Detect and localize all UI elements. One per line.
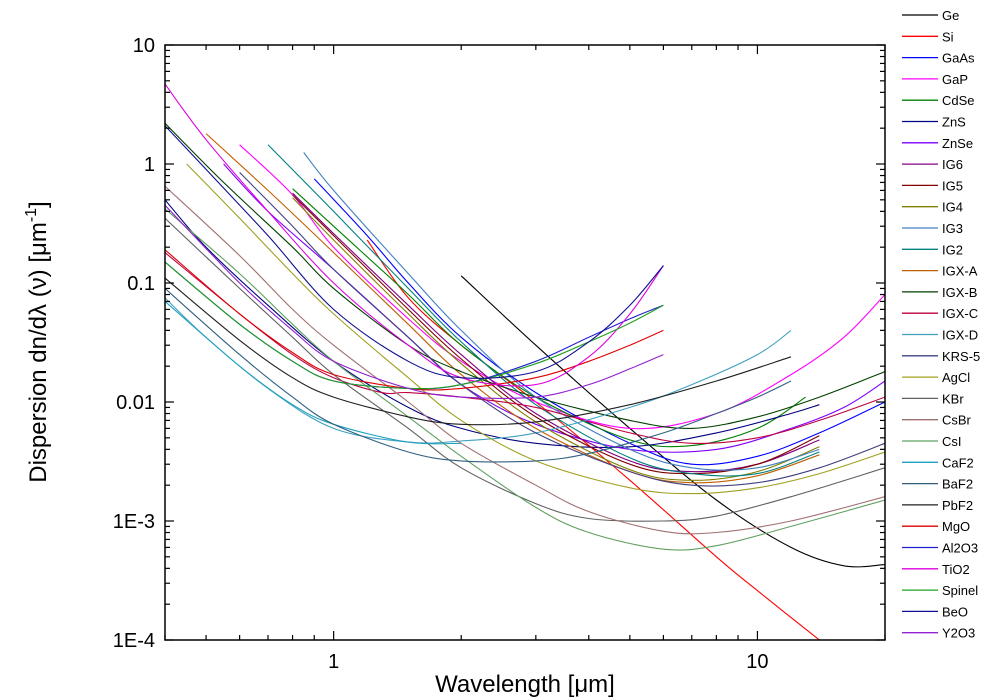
x-axis-label: Wavelength [μm] [435,671,615,698]
legend-label-agcl: AgCl [942,370,970,385]
legend-label-znse: ZnSe [942,136,973,151]
series-line-al2o3 [165,261,664,390]
y-tick-label: 1E-4 [113,630,155,652]
y-tick-label: 1 [144,154,155,176]
y-axis-label-end: ] [25,201,52,208]
series-line-igx-a [205,133,820,484]
series-line-tio2 [165,83,664,387]
legend-label-zns: ZnS [942,115,966,130]
y-axis-label-sup: -1 [23,208,40,222]
legend-label-cdse: CdSe [942,93,975,108]
x-tick-label: 1 [328,651,339,673]
legend-label-ig3: IG3 [942,221,963,236]
series-line-beo [165,125,664,379]
legend-label-ig4: IG4 [942,200,963,215]
legend-label-y2o3: Y2O3 [942,626,975,641]
series-line-ig2 [267,144,820,477]
legend-label-gap: GaP [942,72,968,87]
y-tick-label: 10 [133,35,155,57]
series-line-pbf2 [165,277,792,426]
series-line-znse [223,163,885,453]
y-tick-label: 0.1 [127,273,155,295]
series-line-baf2 [165,287,792,463]
legend-label-baf2: BaF2 [942,477,973,492]
series-line-caf2 [165,300,462,445]
legend-label-krs-5: KRS-5 [942,349,980,364]
legend-label-igx-b: IGX-B [942,285,977,300]
legend-label-kbr: KBr [942,391,964,406]
series-line-zns [165,199,820,448]
legend-label-ig6: IG6 [942,157,963,172]
legend-label-igx-d: IGX-D [942,328,978,343]
legend-label-tio2: TiO2 [942,562,970,577]
series-line-krs-5 [239,172,885,487]
legend-label-beo: BeO [942,604,968,619]
series-line-mgo [165,249,664,391]
series-line-gap [239,144,885,430]
legend-label-spinel: Spinel [942,583,978,598]
legend: Ge Si GaAs GaP CdSe ZnS ZnSe IG6 IG5 IG4 IG3 IG2 IGX… [902,8,980,641]
legend-label-si: Si [942,29,954,44]
y-tick-label: 1E-3 [113,511,155,533]
legend-label-gaas: GaAs [942,51,975,66]
series-line-igx-b [165,122,885,429]
legend-label-pbf2: PbF2 [942,498,973,513]
series-line-ig6 [292,192,820,473]
legend-label-mgo: MgO [942,519,970,534]
x-tick-label: 10 [746,651,768,673]
series-layer [165,83,885,640]
series-line-kbr [165,217,885,522]
legend-label-igx-a: IGX-A [942,264,978,279]
legend-label-csi: CsI [942,434,962,449]
legend-label-caf2: CaF2 [942,455,974,470]
plot-frame [164,44,886,641]
series-line-spinel [165,261,664,390]
legend-label-ge: Ge [942,8,959,23]
legend-label-al2o3: Al2O3 [942,541,978,556]
series-line-csi [165,208,885,551]
axes-layer: 1 10 10 1 0.1 0.01 1E-3 1E-4 [113,35,886,673]
series-line-agcl [186,163,885,495]
legend-label-ig2: IG2 [942,242,963,257]
legend-label-igx-c: IGX-C [942,306,978,321]
series-line-y2o3 [165,204,664,399]
legend-label-ig5: IG5 [942,178,963,193]
series-line-csbr [165,185,885,535]
y-axis-label: Dispersion dn/dλ (ν) [μm-1] [23,201,52,482]
y-axis-label-main: Dispersion dn/dλ (ν) [μm [25,222,52,483]
y-tick-label: 0.01 [116,392,155,414]
legend-label-csbr: CsBr [942,413,972,428]
